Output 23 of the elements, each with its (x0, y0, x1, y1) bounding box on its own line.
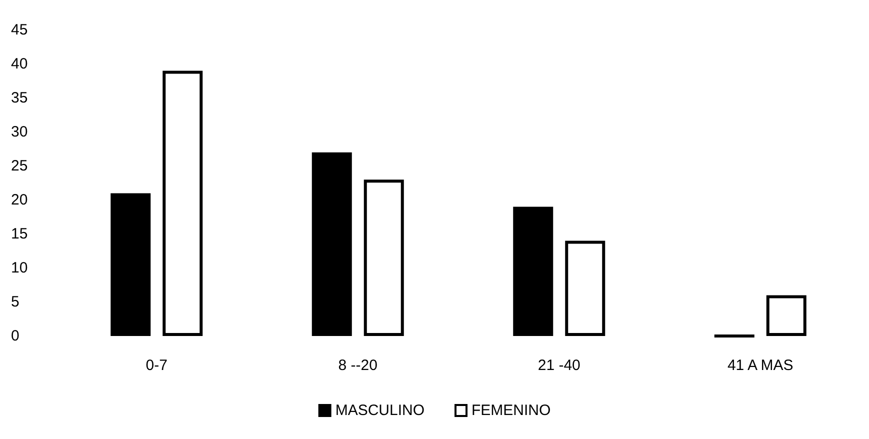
bar (364, 180, 404, 336)
x-tick-label: 41 A MAS (727, 357, 794, 374)
bar (110, 193, 151, 336)
x-tick-label: 0-7 (146, 357, 168, 374)
y-tick-label: 30 (11, 124, 28, 140)
bar (513, 206, 554, 336)
y-tick-label: 10 (11, 260, 28, 276)
y-tick-label: 20 (11, 192, 28, 208)
y-tick-label: 25 (11, 158, 28, 174)
bar (312, 152, 352, 336)
legend-label: FEMENINO (472, 402, 551, 419)
bar (766, 295, 806, 336)
x-tick-label: 21 -40 (538, 357, 580, 374)
y-tick-label: 35 (11, 90, 28, 106)
legend-label: MASCULINO (335, 402, 425, 419)
y-tick-label: 5 (11, 294, 20, 310)
x-tick-label: 8 --20 (338, 357, 378, 374)
y-tick-label: 15 (11, 226, 28, 242)
y-tick-label: 45 (11, 22, 28, 38)
y-tick-label: 0 (11, 328, 20, 344)
bar (565, 240, 606, 336)
y-tick-label: 40 (11, 56, 28, 72)
bar (162, 70, 203, 336)
